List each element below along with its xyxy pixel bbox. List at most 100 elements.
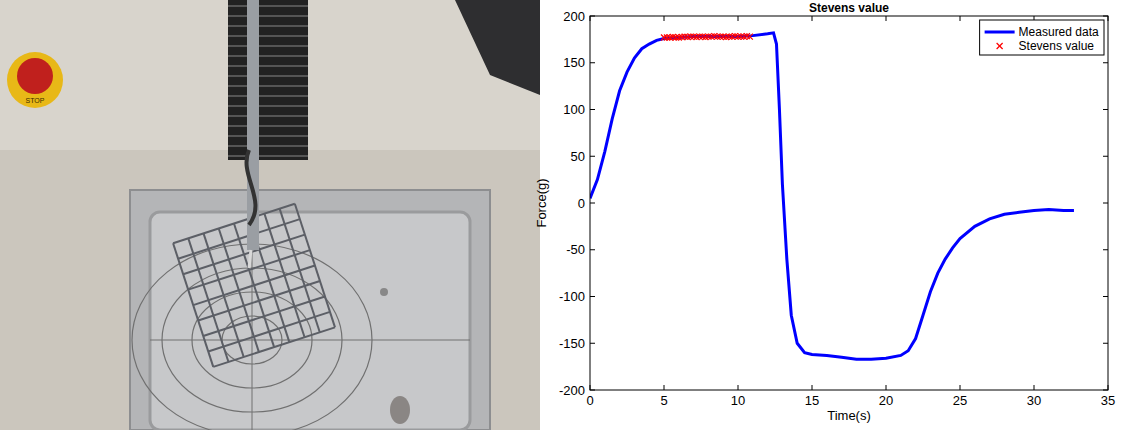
x-tick [812,385,813,390]
data-point [717,34,723,40]
data-point [664,35,670,41]
dark-object [455,0,540,95]
plot-area [590,16,1108,390]
marker-stroke [714,34,720,40]
spring [228,0,308,160]
x-tick [1034,385,1035,390]
y-tick-label: 100 [563,102,585,117]
x-tick-label: 10 [731,393,745,408]
x-tick [738,385,739,390]
y-tick [1103,62,1108,63]
x-tick [664,16,665,21]
spring-coil [228,15,308,17]
x-axis-title: Time(s) [827,408,871,423]
spring-coil [228,55,308,57]
mesh-wire [213,327,335,367]
data-point [726,34,732,40]
target-axis [150,340,470,341]
spring-coil [228,85,308,87]
y-tick [1103,249,1108,250]
spring-coil [228,135,308,137]
y-tick-label: -100 [559,289,585,304]
marker-stroke [697,34,703,40]
y-tick-label: 150 [563,55,585,70]
y-tick-label: 0 [578,196,585,211]
y-tick [1103,109,1108,110]
data-point [714,34,720,40]
marker-stroke [747,34,753,40]
mesh-wire [173,243,213,367]
y-tick [590,249,595,250]
x-tick-label: 35 [1101,393,1115,408]
data-point [688,34,694,40]
mesh-wire [264,214,304,338]
y-tick [590,203,595,204]
x-tick [960,16,961,21]
marker-stroke [738,34,744,40]
marker-stroke [726,34,732,40]
mesh-wire [295,204,335,328]
spring-coil [228,125,308,127]
marker-stroke [747,34,753,40]
stain [390,396,410,424]
x-tick-label: 20 [879,393,893,408]
wire [246,150,255,225]
spring-coil [228,35,308,37]
x-tick [812,16,813,21]
y-tick [1103,343,1108,344]
y-tick [590,296,595,297]
y-tick-label: -50 [566,242,585,257]
stop-button [17,58,53,94]
x-tick [886,16,887,21]
y-tick-label: 50 [571,149,585,164]
y-tick-label: 200 [563,9,585,24]
data-line [590,33,1074,359]
spring-coil [228,75,308,77]
marker-stroke [697,34,703,40]
mesh-wire [198,281,320,321]
mesh-wire [203,296,325,336]
data-point [673,35,679,41]
x-tick-label: 5 [660,393,667,408]
plot-frame [590,16,1108,390]
photo: STOP [0,0,540,430]
data-point [661,35,667,41]
legend: Measured dataStevens value [980,20,1104,55]
marker-stroke [664,35,670,41]
y-tick [590,156,595,157]
marker-stroke [717,34,723,40]
x-tick [738,16,739,21]
marker-stroke [738,34,744,40]
spring-coil [228,45,308,47]
y-tick [1103,296,1108,297]
y-axis-title: Force(g) [534,178,549,227]
plate [130,190,490,430]
x-tick-label: 30 [1027,393,1041,408]
marker-stroke [673,35,679,41]
marks [590,33,1074,359]
button-ring [7,52,63,108]
y-tick [1103,203,1108,204]
x-tick [886,385,887,390]
marker-stroke [714,34,720,40]
plate-screw [380,288,388,296]
marker-stroke [735,34,741,40]
marker-stroke [661,35,667,41]
marker-stroke [664,35,670,41]
chart-title: Stevens value [809,1,889,15]
spring-coil [228,95,308,97]
marker-stroke [705,34,711,40]
data-point [697,34,703,40]
x-tick-label: 0 [586,393,593,408]
legend-label: Measured data [1019,25,1099,39]
probe-tip [249,250,251,268]
y-tick [590,343,595,344]
y-tick [1103,156,1108,157]
marker-stroke [661,35,667,41]
marker-stroke [688,34,694,40]
spring-body [228,0,308,160]
spring-coil [228,155,308,157]
spring-coil [228,65,308,67]
x-tick-label: 25 [953,393,967,408]
y-tick [590,62,595,63]
